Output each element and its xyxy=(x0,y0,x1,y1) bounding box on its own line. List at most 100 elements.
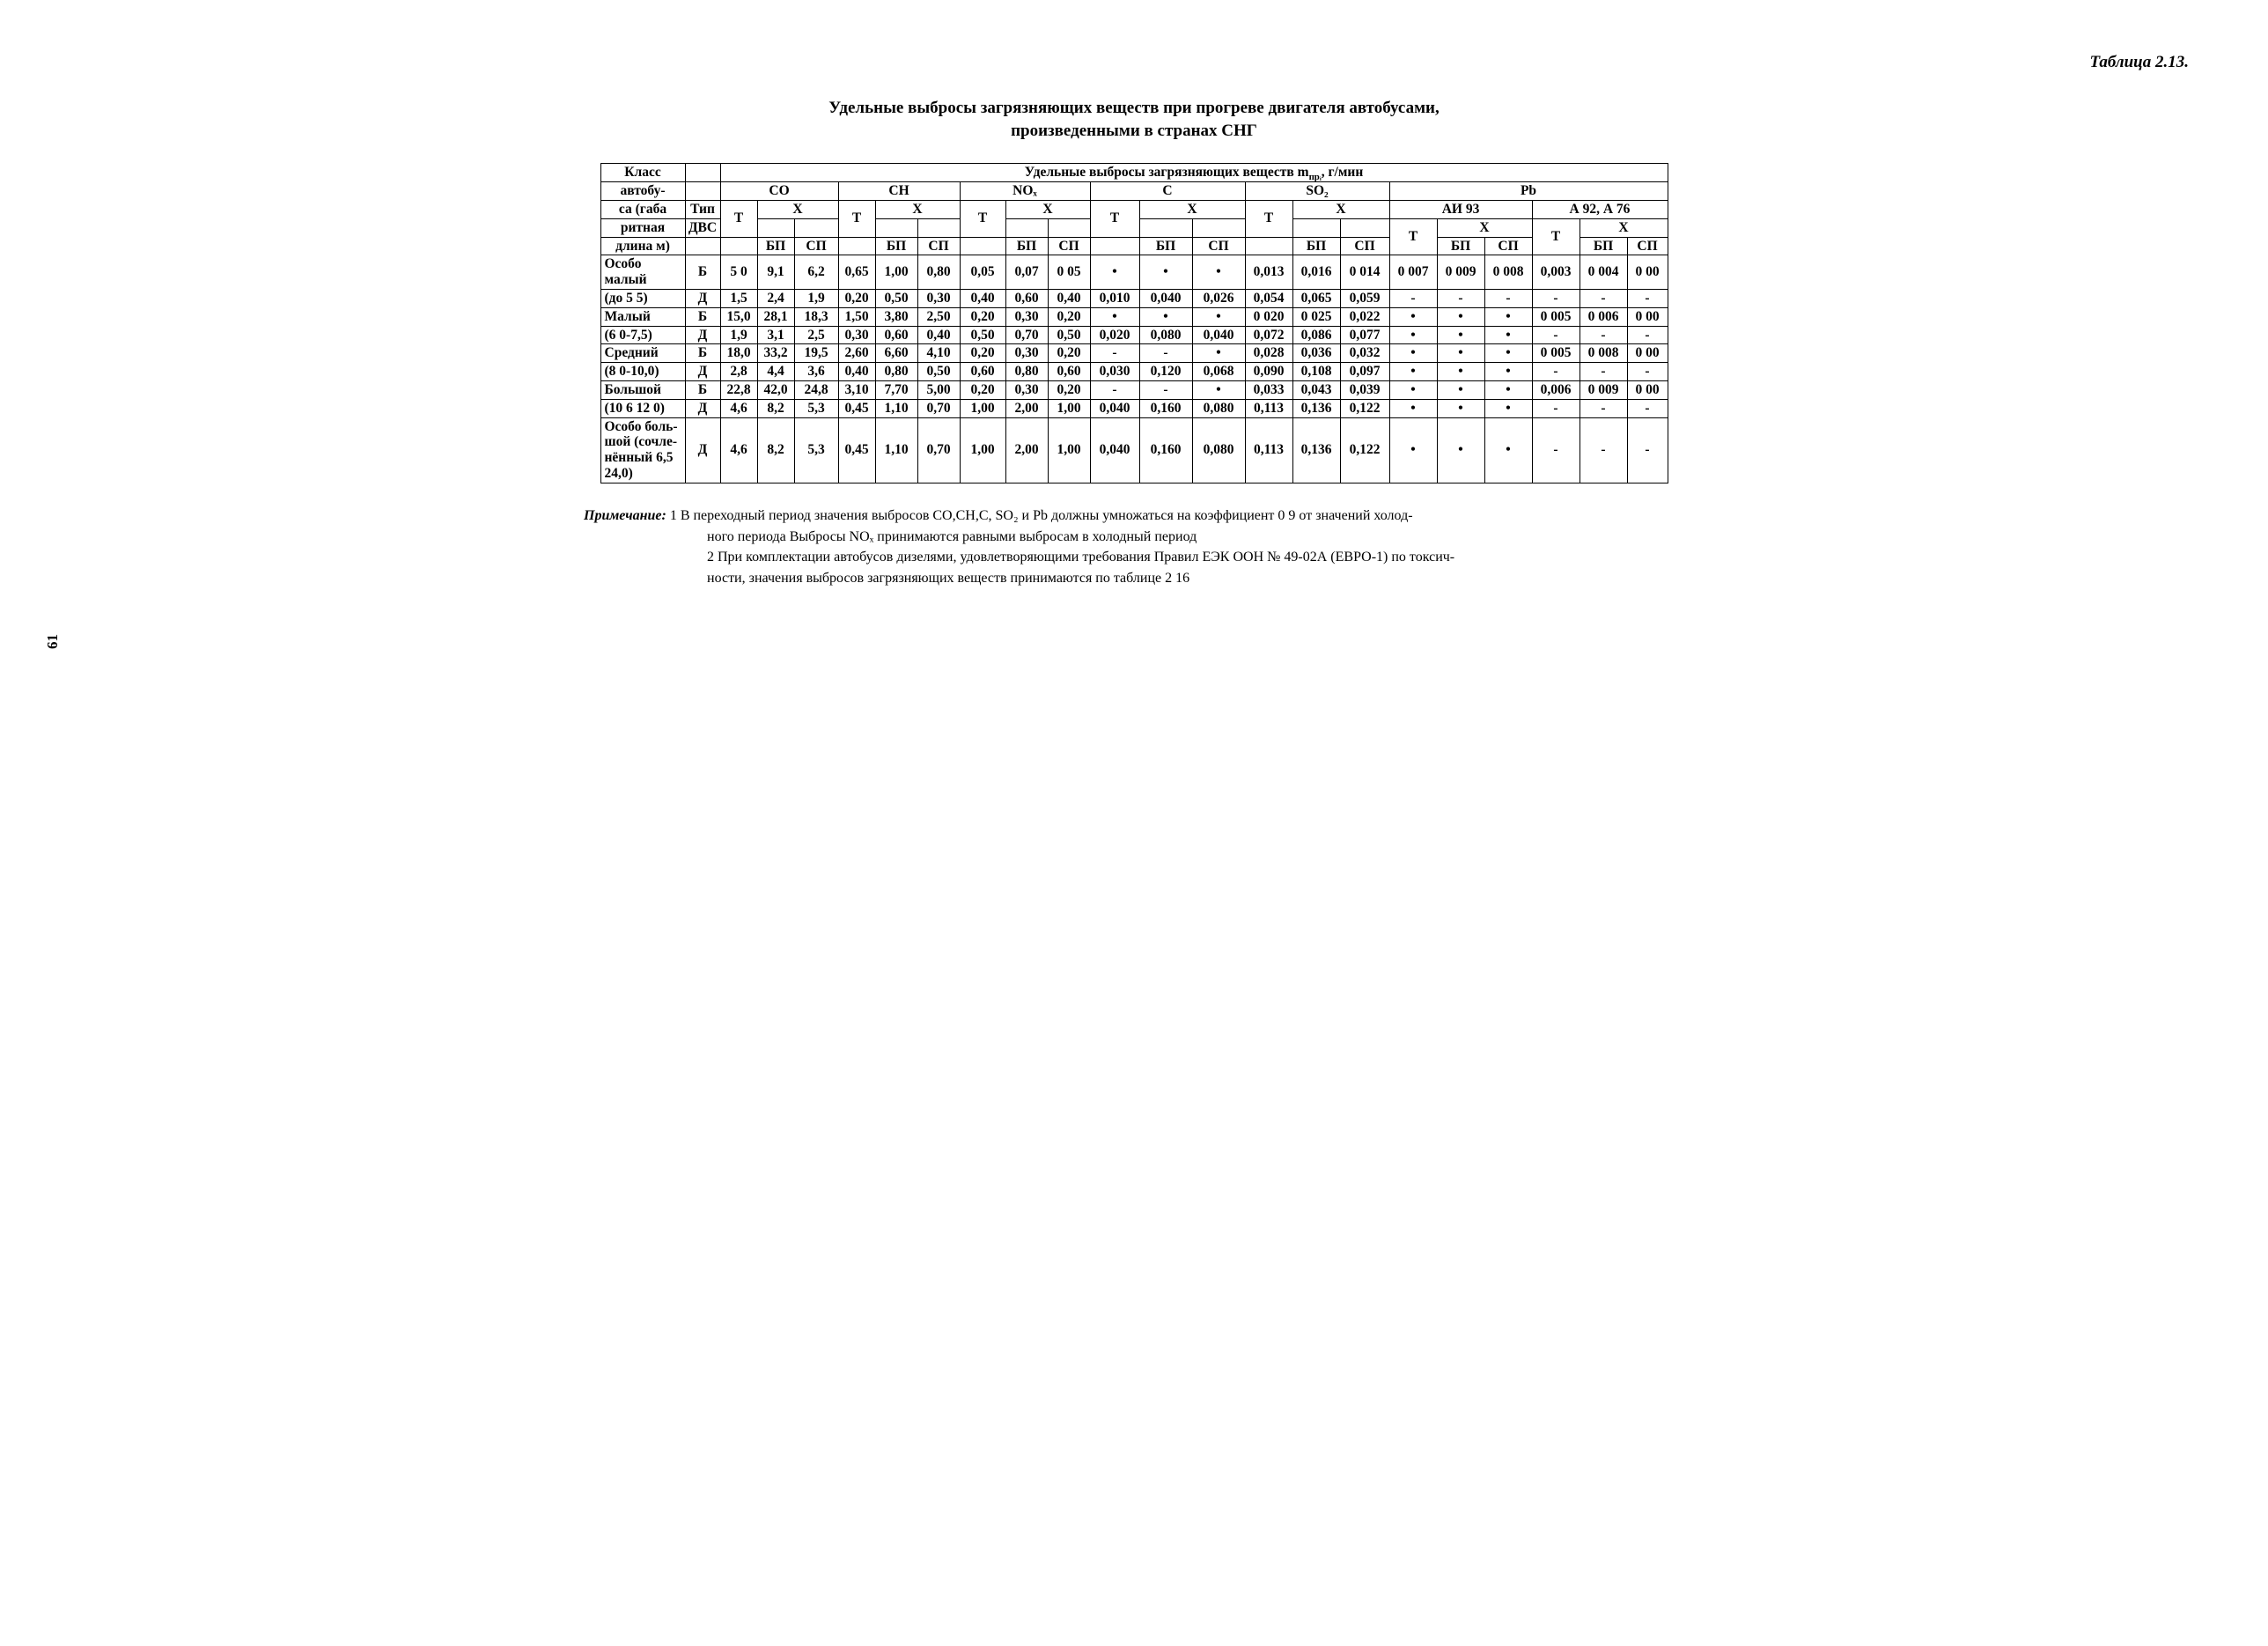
hdr-blank-1 xyxy=(685,164,720,182)
cell: 0,20 xyxy=(1048,344,1090,363)
hdr-ch-bp: БП xyxy=(875,237,917,255)
cell: 18,0 xyxy=(720,344,757,363)
cell: 0,20 xyxy=(838,289,875,307)
title-line-2: произведенными в странах СНГ xyxy=(1011,122,1257,140)
cell: - xyxy=(1627,399,1668,417)
hdr-ch-x: Х xyxy=(875,200,960,218)
cell: • xyxy=(1484,381,1532,400)
cell: 0,113 xyxy=(1245,399,1292,417)
cell: 0,068 xyxy=(1192,363,1245,381)
hdr-nox-x2a xyxy=(1005,218,1048,237)
hdr-gab: са (габа xyxy=(600,200,685,218)
cell: • xyxy=(1389,307,1437,326)
cell: 0,70 xyxy=(1005,326,1048,344)
hdr-super: Удельные выбросы загрязняющих веществ mп… xyxy=(720,164,1668,182)
note-2-line-1: 2 При комплектации автобусов дизелями, у… xyxy=(584,548,1684,567)
cell: • xyxy=(1484,326,1532,344)
hdr-pb-a-bp: БП xyxy=(1437,237,1484,255)
cell: 1,00 xyxy=(960,399,1005,417)
hdr-so2-t2 xyxy=(1245,237,1292,255)
cell: 0,50 xyxy=(875,289,917,307)
hdr-pb-b-t: Т xyxy=(1532,218,1580,255)
row-type: Д xyxy=(685,363,720,381)
cell: 0,040 xyxy=(1139,289,1192,307)
hdr-co-bp: БП xyxy=(757,237,794,255)
cell: 0,026 xyxy=(1192,289,1245,307)
cell: 0,086 xyxy=(1292,326,1340,344)
hdr-co-x: Х xyxy=(757,200,838,218)
cell: 2,4 xyxy=(757,289,794,307)
cell: • xyxy=(1437,363,1484,381)
row-type: Д xyxy=(685,326,720,344)
hdr-so2-bp: БП xyxy=(1292,237,1340,255)
cell: - xyxy=(1437,289,1484,307)
cell: 0 008 xyxy=(1580,344,1627,363)
cell: 1,9 xyxy=(720,326,757,344)
note-1a-text: 1 В переходный период значения выбросов … xyxy=(670,508,1413,523)
cell: 1,9 xyxy=(794,289,838,307)
cell: 0 009 xyxy=(1437,255,1484,290)
cell: • xyxy=(1389,326,1437,344)
cell: 0,30 xyxy=(838,326,875,344)
cell: 0,60 xyxy=(1005,289,1048,307)
hdr-nox-sp: СП xyxy=(1048,237,1090,255)
cell: 0 007 xyxy=(1389,255,1437,290)
row-type: Б xyxy=(685,381,720,400)
hdr-co-t: Т xyxy=(720,200,757,237)
row-label: (6 0-7,5) xyxy=(600,326,685,344)
cell: - xyxy=(1532,289,1580,307)
cell: 5,3 xyxy=(794,417,838,483)
cell: 0,022 xyxy=(1340,307,1389,326)
cell: 7,70 xyxy=(875,381,917,400)
cell: - xyxy=(1580,363,1627,381)
cell: 0,30 xyxy=(917,289,960,307)
cell: 33,2 xyxy=(757,344,794,363)
row-label: Большой xyxy=(600,381,685,400)
cell: - xyxy=(1627,363,1668,381)
table-number: Таблица 2.13. xyxy=(44,53,2224,72)
hdr-length: длина м) xyxy=(600,237,685,255)
cell: 0,70 xyxy=(917,399,960,417)
row-type: Б xyxy=(685,344,720,363)
cell: 0,30 xyxy=(1005,381,1048,400)
row-type: Б xyxy=(685,255,720,290)
cell: • xyxy=(1139,255,1192,290)
hdr-ch-x2b xyxy=(917,218,960,237)
cell: 0,50 xyxy=(1048,326,1090,344)
cell: 0,160 xyxy=(1139,417,1192,483)
cell: 0 020 xyxy=(1245,307,1292,326)
cell: 0,40 xyxy=(1048,289,1090,307)
cell: - xyxy=(1139,344,1192,363)
hdr-c-t2 xyxy=(1090,237,1139,255)
cell: 9,1 xyxy=(757,255,794,290)
cell: • xyxy=(1389,417,1437,483)
hdr-so2-x2a xyxy=(1292,218,1340,237)
cell: - xyxy=(1484,289,1532,307)
cell: 0 00 xyxy=(1627,255,1668,290)
cell: 0,60 xyxy=(875,326,917,344)
cell: 0,040 xyxy=(1192,326,1245,344)
cell: 0,07 xyxy=(1005,255,1048,290)
cell: 0,072 xyxy=(1245,326,1292,344)
cell: 0,020 xyxy=(1090,326,1139,344)
hdr-pb-a-x: Х xyxy=(1437,218,1532,237)
cell: 0,120 xyxy=(1139,363,1192,381)
cell: 0 008 xyxy=(1484,255,1532,290)
cell: • xyxy=(1389,381,1437,400)
cell: 0,097 xyxy=(1340,363,1389,381)
row-label: Особо малый xyxy=(600,255,685,290)
cell: 0,80 xyxy=(917,255,960,290)
cell: 0,20 xyxy=(1048,307,1090,326)
cell: - xyxy=(1532,399,1580,417)
hdr-so2: SO₂ xyxy=(1245,182,1389,201)
cell: 0,013 xyxy=(1245,255,1292,290)
cell: 0,006 xyxy=(1532,381,1580,400)
cell: 0,45 xyxy=(838,417,875,483)
hdr-co: CO xyxy=(720,182,838,201)
cell: - xyxy=(1090,381,1139,400)
cell: 8,2 xyxy=(757,399,794,417)
cell: 28,1 xyxy=(757,307,794,326)
cell: 0,080 xyxy=(1139,326,1192,344)
row-label: (8 0-10,0) xyxy=(600,363,685,381)
cell: • xyxy=(1192,307,1245,326)
